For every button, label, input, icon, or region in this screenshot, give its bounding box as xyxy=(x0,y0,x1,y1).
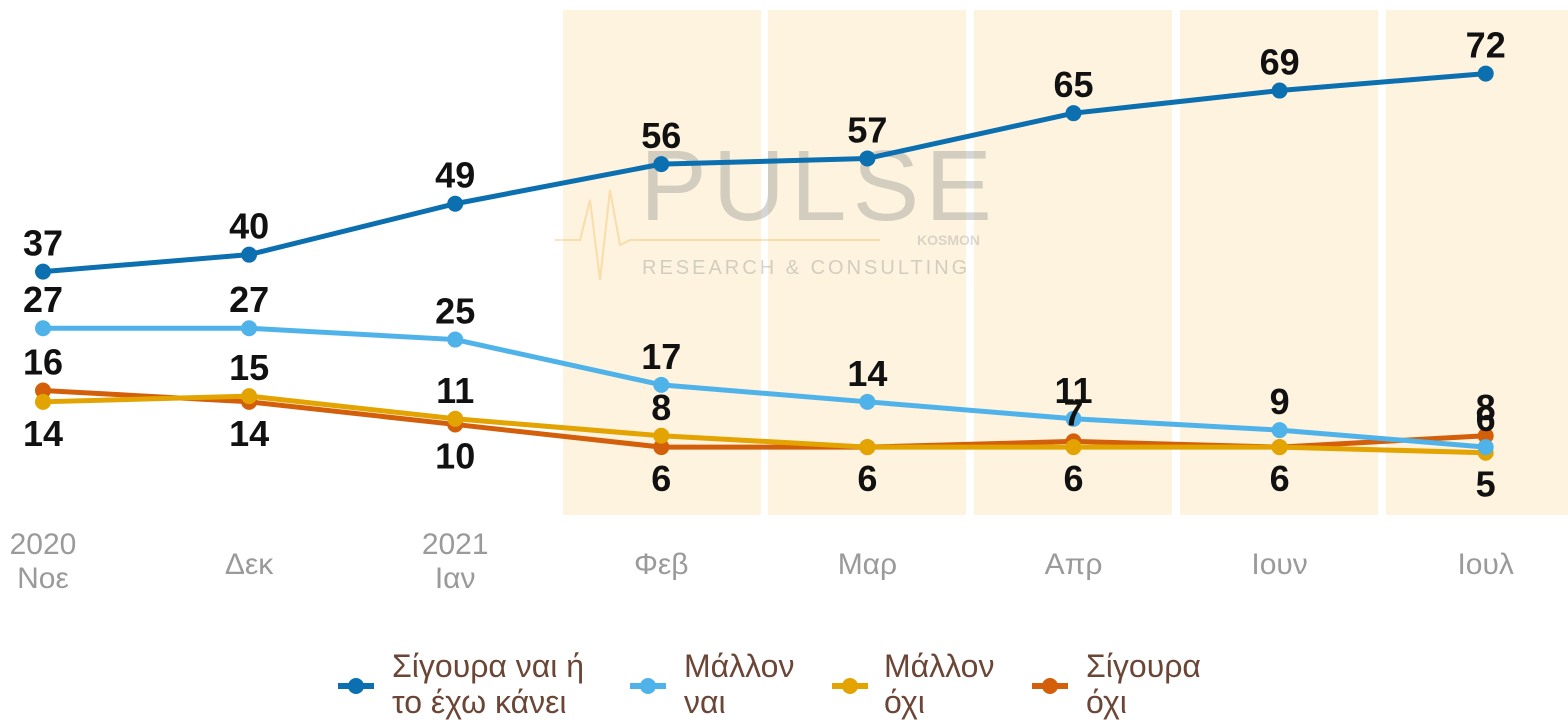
data-label: 14 xyxy=(23,413,63,454)
point xyxy=(1271,439,1288,456)
point xyxy=(447,331,464,348)
data-label: 25 xyxy=(435,291,475,332)
data-label: 69 xyxy=(1260,42,1300,83)
point xyxy=(859,439,876,456)
point xyxy=(1065,439,1082,456)
point xyxy=(1065,410,1082,427)
series-line xyxy=(42,393,1486,456)
data-label: 17 xyxy=(641,336,681,377)
legend-swatch-dot xyxy=(348,678,364,694)
x-tick-label: Ιουν xyxy=(1251,548,1308,581)
data-label: 49 xyxy=(435,155,475,196)
x-tick-label: Απρ xyxy=(1044,548,1103,581)
x-tick-label: Ιουλ xyxy=(1457,548,1514,581)
watermark-brand: PULSE xyxy=(640,130,998,242)
x-tick-label: 2021 Ιαν xyxy=(421,528,489,595)
point xyxy=(1271,422,1288,439)
legend-label: Σίγουρα ναι ή το έχω κάνει xyxy=(392,648,585,720)
data-label: 8 xyxy=(651,387,671,428)
point xyxy=(859,150,876,167)
point xyxy=(447,410,464,427)
data-label: 27 xyxy=(23,279,63,320)
point xyxy=(653,376,670,393)
watermark-tagline: RESEARCH & CONSULTING xyxy=(642,257,970,279)
data-label: 14 xyxy=(847,353,887,394)
point xyxy=(1477,439,1494,456)
legend-label: Μάλλον όχι xyxy=(884,648,995,720)
data-label: 6 xyxy=(1270,458,1290,499)
data-label: 15 xyxy=(229,347,269,388)
point xyxy=(1477,427,1494,444)
data-label: 37 xyxy=(23,223,63,264)
point xyxy=(1477,65,1494,82)
shade xyxy=(768,10,966,515)
data-label: 6 xyxy=(1476,398,1496,439)
data-label: 56 xyxy=(641,115,681,156)
point xyxy=(35,263,51,280)
legend-swatch-dot xyxy=(842,678,858,694)
point xyxy=(35,320,51,337)
point xyxy=(35,382,51,399)
point xyxy=(241,320,258,337)
data-label: 9 xyxy=(1270,381,1290,422)
x-tick-label: Δεκ xyxy=(224,548,274,581)
data-label: 6 xyxy=(857,458,877,499)
point xyxy=(35,393,51,410)
x-tick-label: Φεβ xyxy=(634,548,689,581)
data-label: 6 xyxy=(651,458,671,499)
legend-swatch-dot xyxy=(1042,678,1058,694)
point xyxy=(653,439,670,456)
watermark: PULSE KOSMON RESEARCH & CONSULTING xyxy=(555,130,998,281)
series-line xyxy=(43,325,1486,450)
data-label: 11 xyxy=(1054,370,1092,411)
point xyxy=(653,156,670,173)
data-label: 14 xyxy=(229,413,269,454)
data-label: 40 xyxy=(229,206,269,247)
watermark-sub: KOSMON xyxy=(917,232,980,248)
data-label: 5 xyxy=(1476,464,1496,505)
data-label: 16 xyxy=(23,341,63,382)
shade xyxy=(1386,10,1568,515)
data-label: 7 xyxy=(1063,392,1083,433)
series-line xyxy=(42,71,1486,275)
data-label: 65 xyxy=(1053,64,1093,105)
x-tick-label: Μαρ xyxy=(837,548,898,581)
data-label: 11 xyxy=(436,370,474,411)
legend-swatch-dot xyxy=(640,678,656,694)
data-label: 27 xyxy=(229,279,269,320)
legend-label: Σίγουρα όχι xyxy=(1086,648,1201,720)
data-label: 72 xyxy=(1466,25,1506,66)
point xyxy=(447,195,464,212)
point xyxy=(653,427,670,444)
point xyxy=(859,393,876,410)
data-label: 10 xyxy=(435,435,475,476)
point xyxy=(1065,105,1082,122)
x-tick-label: 2020 Νοε xyxy=(9,528,77,595)
data-label: 6 xyxy=(1063,458,1083,499)
data-label: 57 xyxy=(847,109,887,150)
watermark-pulse xyxy=(555,189,880,281)
legend-label: Μάλλον ναι xyxy=(684,648,795,720)
point xyxy=(241,246,258,263)
shade xyxy=(974,10,1172,515)
point xyxy=(1271,82,1288,99)
point xyxy=(241,388,258,405)
data-label: 8 xyxy=(1476,387,1496,428)
